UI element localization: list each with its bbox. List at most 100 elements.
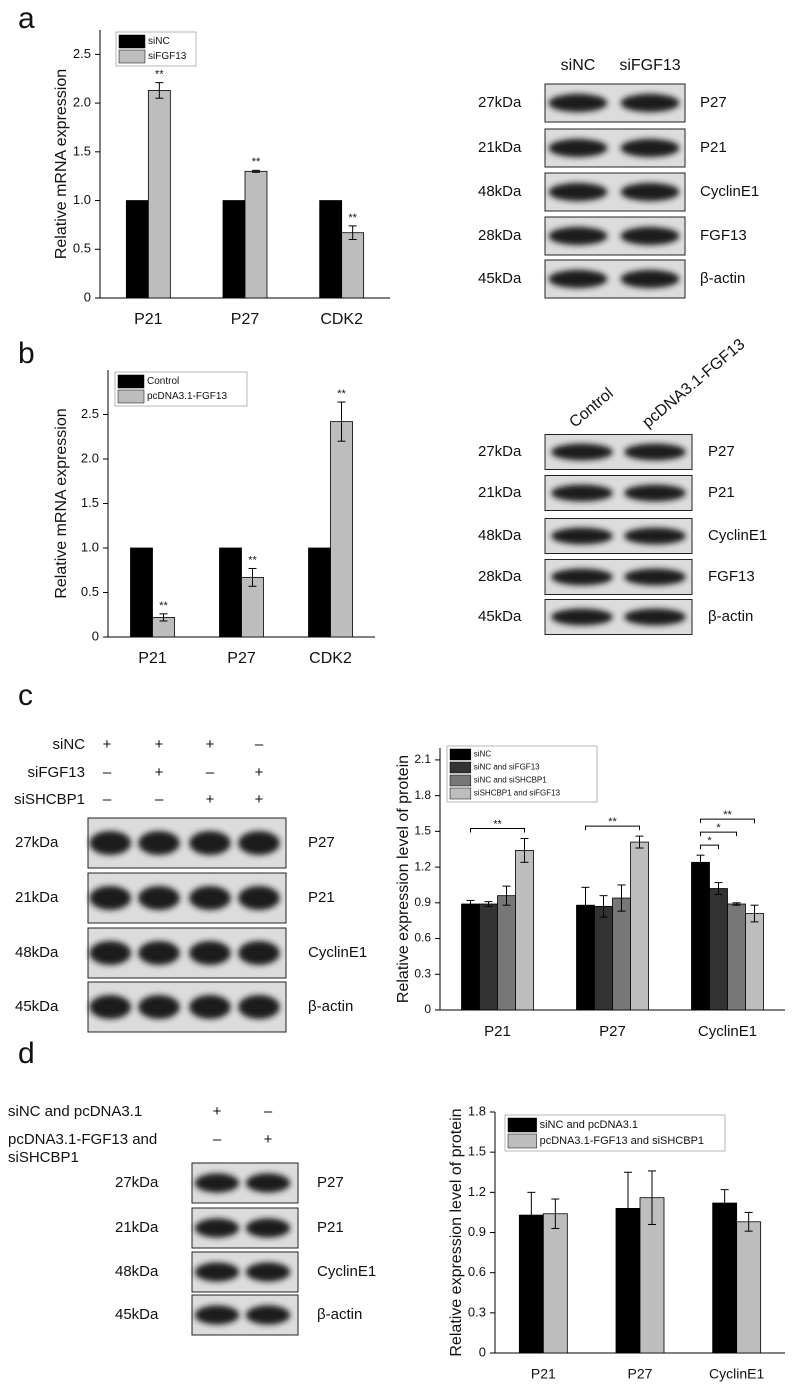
error-bar	[466, 899, 475, 909]
y-tick-label: 1.2	[468, 1184, 486, 1199]
legend-swatch	[449, 787, 472, 800]
lane-label: Control	[566, 385, 616, 431]
condition-sign: +	[213, 1103, 222, 1120]
bar	[130, 547, 153, 638]
x-tick-label: P27	[599, 1023, 626, 1040]
y-tick-label: 0	[84, 289, 91, 304]
error-bar	[155, 82, 164, 99]
significance-label: **	[723, 809, 732, 821]
bar	[244, 170, 268, 299]
y-tick-label: 0	[424, 1002, 431, 1016]
y-tick-label: 0.3	[414, 966, 431, 980]
significance-label: *	[716, 822, 721, 834]
blot-band	[548, 93, 608, 113]
band-size: 45kDa	[478, 608, 522, 625]
blot-band	[194, 1262, 240, 1282]
error-bar	[581, 886, 590, 924]
condition-sign: +	[206, 791, 215, 808]
blot-band	[89, 886, 132, 910]
y-tick-label: 2.0	[73, 95, 91, 110]
blot-band	[89, 995, 132, 1019]
error-bar	[714, 882, 723, 895]
error-bar	[337, 401, 346, 442]
blot-band	[245, 1262, 291, 1282]
y-tick-label: 0.9	[468, 1224, 486, 1239]
y-tick-label: 0.6	[414, 931, 431, 945]
error-bar	[248, 567, 257, 587]
error-bar	[617, 884, 626, 912]
protein-label: FGF13	[708, 568, 755, 585]
band-size: 21kDa	[15, 889, 59, 906]
blot-band	[245, 1173, 291, 1193]
legend-swatch	[118, 49, 146, 64]
protein-label: β-actin	[708, 608, 753, 625]
condition-sign: +	[255, 764, 264, 781]
protein-label: P27	[317, 1174, 344, 1191]
error-bar	[599, 895, 608, 918]
band-size: 45kDa	[15, 998, 59, 1015]
band-size: 48kDa	[15, 944, 59, 961]
protein-label: P27	[308, 834, 335, 851]
legend-box	[504, 1114, 726, 1152]
blot-band	[89, 941, 132, 965]
error-bar	[159, 613, 168, 622]
y-tick-label: 1.8	[414, 788, 431, 802]
y-axis-label: Relative mRNA expression	[53, 69, 70, 259]
legend-swatch	[117, 389, 145, 404]
blot-band	[551, 527, 613, 545]
y-tick-label: 2.0	[81, 450, 99, 465]
x-tick-label: CDK2	[320, 311, 363, 328]
condition-label: siNC and pcDNA3.1	[8, 1103, 143, 1120]
y-tick-label: 1.5	[81, 495, 99, 510]
protein-label: CyclinE1	[308, 944, 367, 961]
significance-label: **	[493, 818, 502, 830]
band-size: 21kDa	[115, 1219, 159, 1236]
y-tick-label: 0.6	[468, 1264, 486, 1279]
blot-band	[238, 995, 280, 1019]
bar	[745, 913, 764, 1011]
condition-sign: –	[213, 1131, 222, 1148]
band-size: 48kDa	[478, 183, 522, 200]
significance-label: **	[348, 212, 357, 224]
condition-label: siNC	[52, 736, 86, 753]
legend-label: siNC	[474, 750, 492, 759]
condition-sign: +	[155, 764, 164, 781]
blot-band	[548, 269, 608, 289]
error-bar	[732, 902, 741, 906]
y-tick-label: 0	[92, 628, 99, 643]
error-bar	[624, 1171, 632, 1246]
x-tick-label: P21	[531, 1366, 556, 1382]
legend-swatch	[449, 748, 472, 761]
legend-swatch	[507, 1133, 537, 1149]
bar	[319, 200, 343, 299]
legend-swatch	[118, 34, 146, 49]
error-bar	[750, 904, 759, 923]
y-tick-label: 1.5	[468, 1144, 486, 1159]
condition-sign: +	[264, 1131, 273, 1148]
y-tick-label: 2.1	[414, 752, 431, 766]
legend-label: Control	[147, 376, 179, 387]
blot-band	[620, 93, 680, 113]
error-bar	[696, 854, 705, 870]
bar	[219, 547, 242, 638]
error-bar	[502, 885, 511, 906]
legend-label: siNC and siSHCBP1	[474, 776, 547, 785]
condition-sign: +	[155, 736, 164, 753]
y-tick-label: 0.5	[81, 584, 99, 599]
blot-band	[624, 443, 686, 461]
blot-band	[624, 608, 686, 626]
error-bar	[520, 838, 529, 863]
condition-sign: +	[255, 791, 264, 808]
error-bar	[744, 1211, 753, 1232]
legend-label: siNC and siFGF13	[474, 763, 540, 772]
legend-label: pcDNA3.1-FGF13 and siSHCBP1	[540, 1135, 704, 1147]
x-tick-label: CyclinE1	[698, 1023, 757, 1040]
panel-label: a	[18, 2, 35, 35]
protein-label: P21	[317, 1219, 344, 1236]
significance-label: **	[159, 600, 168, 612]
band-size: 27kDa	[478, 94, 522, 111]
protein-label: β-actin	[308, 998, 353, 1015]
x-tick-label: CyclinE1	[709, 1366, 764, 1382]
legend-box	[446, 745, 598, 803]
